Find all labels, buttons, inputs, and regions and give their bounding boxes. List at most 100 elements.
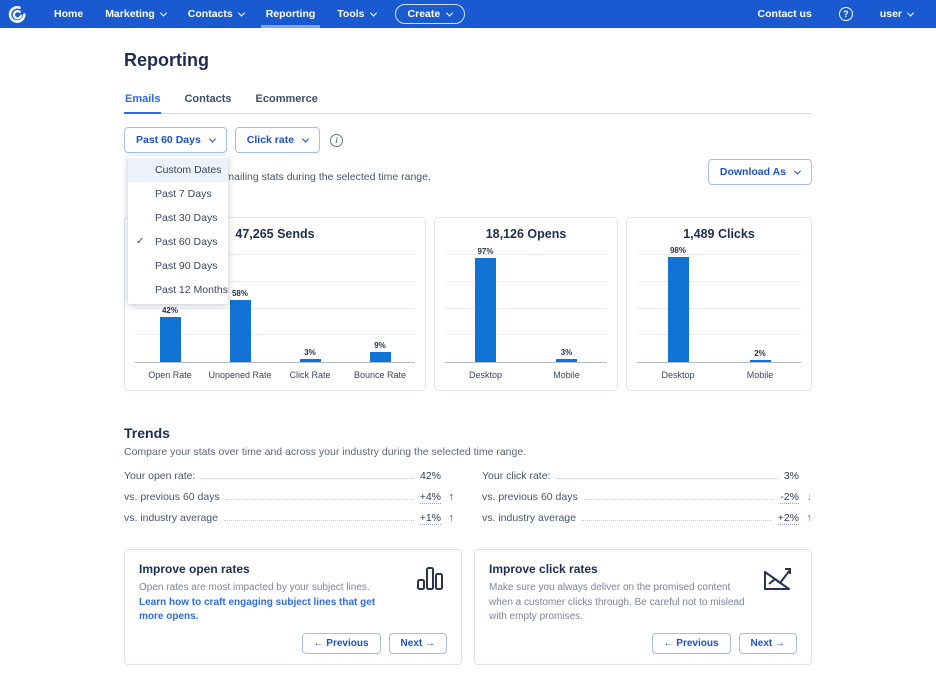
nav-item-tools[interactable]: Tools bbox=[326, 0, 386, 28]
help-icon[interactable]: ? bbox=[838, 7, 853, 21]
category-label: Desktop bbox=[661, 370, 695, 380]
gridline bbox=[445, 307, 607, 309]
chevron-down-icon bbox=[159, 9, 167, 17]
tip-link[interactable]: Learn how to craft engaging subject line… bbox=[139, 596, 376, 623]
dotted-leader bbox=[223, 520, 414, 521]
gridline bbox=[637, 254, 801, 255]
click-trend-icon bbox=[761, 560, 797, 599]
create-label: Create bbox=[407, 8, 441, 20]
trend-value[interactable]: +4% bbox=[419, 491, 441, 504]
tip-pagination: ← Previous Next → bbox=[489, 625, 797, 654]
time-range-value: Past 60 Days bbox=[136, 134, 201, 146]
download-as-button[interactable]: Download As bbox=[707, 159, 812, 185]
bar-value-label: 58% bbox=[231, 288, 248, 298]
dropdown-item-past-60-days[interactable]: ✓ Past 60 Days bbox=[128, 230, 228, 254]
time-range-select[interactable]: Past 60 Days bbox=[124, 127, 227, 153]
chevron-down-icon bbox=[369, 9, 377, 17]
tip-text: Make sure you always deliver on the prom… bbox=[489, 582, 745, 622]
trend-value[interactable]: -2% bbox=[780, 491, 799, 504]
trend-value[interactable]: +1% bbox=[419, 512, 441, 525]
category-label: Click Rate bbox=[289, 370, 331, 380]
opens-title: 18,126 Opens bbox=[485, 227, 567, 241]
next-button[interactable]: Next → bbox=[738, 632, 797, 654]
page-title: Reporting bbox=[124, 50, 209, 70]
trend-up-icon: ↑ bbox=[448, 512, 455, 524]
tip-title: Improve open rates bbox=[139, 562, 250, 576]
dropdown-item-custom-dates[interactable]: Custom Dates bbox=[128, 158, 228, 182]
sends-bar-chart: 42% 58% 3% 9% bbox=[135, 245, 415, 363]
bar-value-label: 97% bbox=[477, 247, 494, 257]
create-button[interactable]: Create bbox=[394, 4, 466, 24]
download-as-label: Download As bbox=[719, 166, 786, 178]
nav-label: Contacts bbox=[187, 8, 233, 20]
constant-contact-logo[interactable] bbox=[8, 0, 27, 28]
chevron-down-icon bbox=[793, 167, 802, 175]
trend-value: 3% bbox=[783, 470, 799, 482]
next-button[interactable]: Next → bbox=[388, 632, 447, 654]
chevron-down-icon bbox=[446, 9, 454, 17]
clicks-title: 1,489 Clicks bbox=[683, 227, 755, 241]
dropdown-item-past-30-days[interactable]: Past 30 Days bbox=[155, 212, 218, 224]
chevron-down-icon bbox=[237, 9, 245, 17]
nav-item-contacts[interactable]: Contacts bbox=[177, 0, 255, 28]
logo-icon bbox=[8, 5, 26, 23]
trends-left-column: Your open rate: 42% vs. previous 60 days… bbox=[124, 470, 454, 533]
trend-up-icon: ↑ bbox=[806, 512, 813, 524]
dotted-leader bbox=[556, 478, 778, 479]
gridline bbox=[637, 280, 801, 282]
gridline bbox=[135, 254, 415, 255]
nav-item-home[interactable]: Home bbox=[43, 0, 94, 28]
bar-chart-icon bbox=[413, 560, 447, 599]
dropdown-item-past-7-days[interactable]: Past 7 Days bbox=[155, 188, 212, 200]
sends-categories: Open Rate Unopened Rate Click Rate Bounce R… bbox=[135, 363, 415, 384]
user-menu[interactable]: user bbox=[869, 8, 924, 20]
filter-row: Past 60 Days Click rate i Custom Dates P… bbox=[124, 127, 812, 304]
previous-button[interactable]: ← Previous bbox=[301, 632, 381, 654]
trend-label: Your open rate: bbox=[124, 470, 196, 482]
tip-body: Make sure you always deliver on the prom… bbox=[489, 581, 797, 625]
trend-row-click-vs-industry: vs. industry average +2% ↑ bbox=[482, 512, 812, 533]
category-label: Open Rate bbox=[148, 370, 192, 380]
trend-down-icon: ↓ bbox=[806, 491, 813, 503]
opens-categories: Desktop Mobile bbox=[445, 363, 607, 384]
dropdown-item-past-12-months[interactable]: Past 12 Months bbox=[155, 284, 228, 296]
dropdown-item-past-90-days[interactable]: Past 90 Days bbox=[155, 260, 218, 272]
nav-label: Marketing bbox=[105, 8, 155, 20]
chevron-down-icon bbox=[208, 135, 216, 143]
tab-ecommerce[interactable]: Ecommerce bbox=[255, 93, 318, 105]
tab-emails[interactable]: Emails bbox=[124, 89, 162, 114]
contact-us-link[interactable]: Contact us bbox=[747, 8, 823, 20]
nav-item-marketing[interactable]: Marketing bbox=[94, 0, 177, 28]
bar-value-label: 3% bbox=[560, 347, 573, 357]
user-label: user bbox=[879, 8, 902, 20]
category-label: Bounce Rate bbox=[353, 370, 407, 380]
bar-column: 3% bbox=[275, 348, 345, 362]
bar-value-label: 42% bbox=[161, 306, 178, 316]
category-label: Mobile bbox=[746, 370, 774, 380]
clicks-chart-card: 1,489 Clicks 98% 2% Desktop Mobile bbox=[626, 217, 812, 391]
tab-contacts[interactable]: Contacts bbox=[184, 93, 232, 105]
trend-label: vs. industry average bbox=[124, 512, 218, 524]
nav-item-reporting[interactable]: Reporting bbox=[255, 0, 327, 28]
previous-button[interactable]: ← Previous bbox=[651, 632, 731, 654]
bar-column: 97% bbox=[445, 247, 526, 362]
gridline bbox=[637, 307, 801, 309]
trend-row-click-rate: Your click rate: 3% bbox=[482, 470, 812, 491]
stats-subtitle: op emailing stats during the selected ti… bbox=[205, 171, 431, 183]
dropdown-item-label: Past 60 Days bbox=[155, 236, 218, 248]
bar-value-label: 2% bbox=[754, 348, 766, 358]
nav-label: Reporting bbox=[265, 8, 316, 20]
info-icon[interactable]: i bbox=[330, 133, 344, 147]
opens-chart-card: 18,126 Opens 97% 3% Desktop Mobile bbox=[434, 217, 618, 391]
stats-cards: 47,265 Sends 42% 58% 3% 9% Open Rate Unopene… bbox=[124, 217, 812, 391]
trend-value[interactable]: +2% bbox=[777, 512, 799, 525]
tip-pagination: ← Previous Next → bbox=[139, 625, 447, 654]
gridline bbox=[135, 307, 415, 309]
category-label: Desktop bbox=[468, 370, 503, 380]
metric-select[interactable]: Click rate bbox=[234, 127, 321, 153]
improve-click-rates-card: Improve click rates Make sure you always… bbox=[474, 549, 812, 665]
report-tabs: Emails Contacts Ecommerce bbox=[124, 89, 812, 114]
trend-row-open-rate: Your open rate: 42% bbox=[124, 470, 454, 491]
bar bbox=[369, 352, 391, 362]
bar bbox=[159, 317, 181, 362]
